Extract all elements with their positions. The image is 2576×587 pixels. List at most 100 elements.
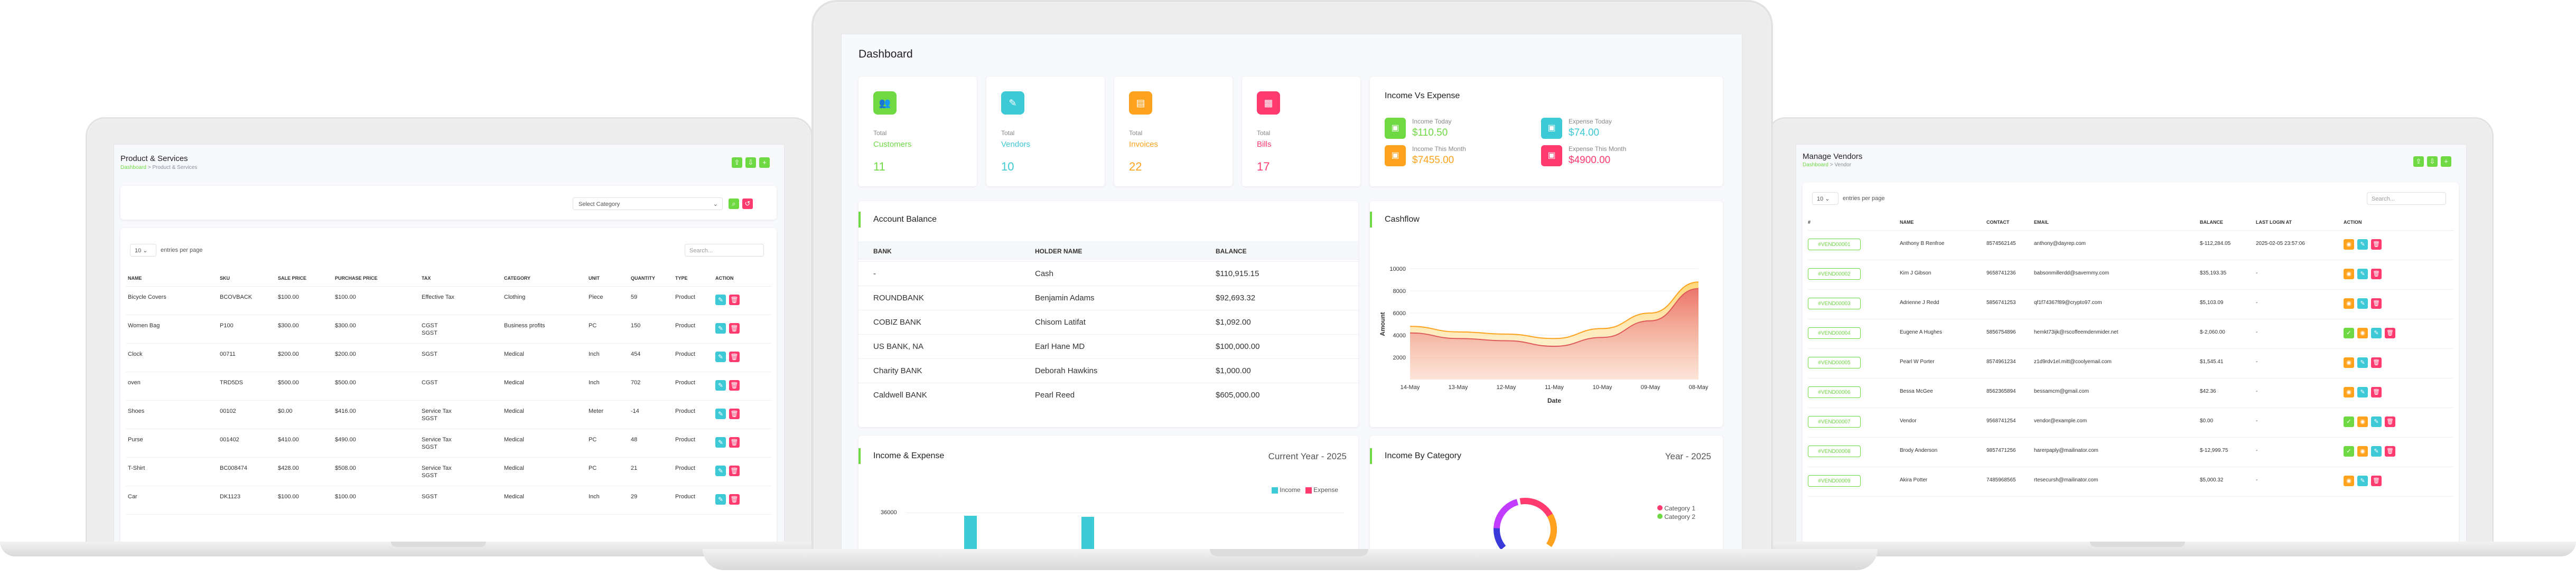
vendor-id-badge[interactable]: #VEND00005 bbox=[1808, 357, 1861, 368]
view-button[interactable]: ◉ bbox=[2344, 239, 2354, 250]
item-label: Income Today bbox=[1412, 118, 1452, 125]
vendor-id-badge[interactable]: #VEND00001 bbox=[1808, 239, 1861, 250]
delete-button[interactable]: 🗑 bbox=[2371, 239, 2382, 250]
edit-button[interactable]: ✎ bbox=[2357, 298, 2368, 309]
vendor-id-badge[interactable]: #VEND00002 bbox=[1808, 268, 1861, 280]
column-header[interactable]: CATEGORY bbox=[504, 276, 531, 281]
vendor-id-badge[interactable]: #VEND00008 bbox=[1808, 446, 1861, 457]
column-header[interactable]: SKU bbox=[220, 276, 230, 281]
table-cell: - bbox=[2256, 418, 2258, 424]
column-header[interactable]: BALANCE bbox=[2200, 220, 2223, 225]
column-header[interactable]: PURCHASE PRICE bbox=[335, 276, 378, 281]
delete-button[interactable]: 🗑 bbox=[2385, 328, 2395, 338]
vendor-id-badge[interactable]: #VEND00006 bbox=[1808, 386, 1861, 398]
table-cell: - bbox=[2256, 477, 2258, 483]
edit-button[interactable]: ✎ bbox=[715, 380, 726, 391]
add-vendor-button[interactable]: + bbox=[2441, 156, 2451, 167]
search-input[interactable]: Search... bbox=[2367, 192, 2446, 205]
view-button[interactable]: ◉ bbox=[2344, 387, 2354, 397]
delete-button[interactable]: 🗑 bbox=[2371, 269, 2382, 279]
column-header[interactable]: NAME bbox=[1900, 220, 1914, 225]
vendors-table-card: 10 ⌄ entries per page Search... # NAME CON… bbox=[1803, 183, 2459, 543]
breadcrumb-home[interactable]: Dashboard bbox=[1803, 162, 1828, 168]
edit-button[interactable]: ✎ bbox=[2357, 476, 2368, 486]
edit-button[interactable]: ✎ bbox=[715, 295, 726, 305]
edit-button[interactable]: ✎ bbox=[715, 409, 726, 419]
category-select[interactable]: Select Category ⌄ bbox=[573, 197, 723, 210]
vendor-id-badge[interactable]: #VEND00003 bbox=[1808, 298, 1861, 309]
breadcrumb-home[interactable]: Dashboard bbox=[120, 165, 146, 171]
stat-card-customers[interactable]: 👥 Total Customers 11 bbox=[858, 77, 977, 186]
legend-item[interactable]: Category 2 bbox=[1657, 513, 1695, 521]
delete-button[interactable]: 🗑 bbox=[729, 437, 740, 448]
delete-button[interactable]: 🗑 bbox=[729, 295, 740, 305]
delete-button[interactable]: 🗑 bbox=[2385, 446, 2395, 457]
delete-button[interactable]: 🗑 bbox=[2371, 387, 2382, 397]
export-button[interactable]: ⇩ bbox=[745, 157, 756, 168]
import-button[interactable]: ⇪ bbox=[732, 157, 742, 168]
edit-button[interactable]: ✎ bbox=[2371, 446, 2382, 457]
delete-button[interactable]: 🗑 bbox=[2371, 298, 2382, 309]
edit-button[interactable]: ✎ bbox=[715, 437, 726, 448]
vendor-id-badge[interactable]: #VEND00007 bbox=[1808, 416, 1861, 428]
view-button[interactable]: ◉ bbox=[2357, 446, 2368, 457]
delete-button[interactable]: 🗑 bbox=[2385, 416, 2395, 427]
edit-button[interactable]: ✎ bbox=[715, 466, 726, 476]
delete-button[interactable]: 🗑 bbox=[729, 323, 740, 334]
payment-button[interactable]: ✓ bbox=[2344, 446, 2354, 457]
view-button[interactable]: ◉ bbox=[2357, 416, 2368, 427]
column-header[interactable]: ACTION bbox=[715, 276, 734, 281]
stat-card-vendors[interactable]: ✎ Total Vendors 10 bbox=[986, 77, 1105, 186]
vendor-id-badge[interactable]: #VEND00004 bbox=[1808, 327, 1861, 339]
search-input[interactable]: Search... bbox=[685, 244, 764, 257]
column-header[interactable]: UNIT bbox=[589, 276, 600, 281]
export-button[interactable]: ⇩ bbox=[2427, 156, 2438, 167]
stat-card-bills[interactable]: ▦ Total Bills 17 bbox=[1242, 77, 1360, 186]
delete-button[interactable]: 🗑 bbox=[2371, 476, 2382, 486]
apply-filter-button[interactable]: ⌕ bbox=[729, 198, 739, 209]
legend-income-label[interactable]: Income bbox=[1280, 486, 1301, 494]
legend-expense-label[interactable]: Expense bbox=[1313, 486, 1338, 494]
vendor-id-badge[interactable]: #VEND00009 bbox=[1808, 475, 1861, 487]
column-header[interactable]: NAME bbox=[128, 276, 142, 281]
delete-button[interactable]: 🗑 bbox=[729, 409, 740, 419]
column-header[interactable]: # bbox=[1808, 220, 1811, 225]
reset-filter-button[interactable]: ↺ bbox=[742, 198, 753, 209]
column-header[interactable]: TAX bbox=[422, 276, 431, 281]
edit-button[interactable]: ✎ bbox=[2371, 416, 2382, 427]
edit-button[interactable]: ✎ bbox=[2357, 269, 2368, 279]
column-header[interactable]: LAST LOGIN AT bbox=[2256, 220, 2292, 225]
edit-button[interactable]: ✎ bbox=[2357, 357, 2368, 368]
edit-button[interactable]: ✎ bbox=[2357, 239, 2368, 250]
add-product-button[interactable]: + bbox=[759, 157, 770, 168]
column-header[interactable]: CONTACT bbox=[1986, 220, 2010, 225]
entries-select[interactable]: 10 ⌄ bbox=[130, 244, 156, 257]
column-header[interactable]: ACTION bbox=[2344, 220, 2362, 225]
view-button[interactable]: ◉ bbox=[2344, 298, 2354, 309]
view-button[interactable]: ◉ bbox=[2344, 476, 2354, 486]
column-header[interactable]: QUANTITY bbox=[631, 276, 655, 281]
import-button[interactable]: ⇪ bbox=[2413, 156, 2424, 167]
view-button[interactable]: ◉ bbox=[2344, 357, 2354, 368]
view-button[interactable]: ◉ bbox=[2357, 328, 2368, 338]
entries-select[interactable]: 10 ⌄ bbox=[1812, 192, 1838, 205]
table-cell: Service Tax SGST bbox=[422, 465, 452, 479]
delete-button[interactable]: 🗑 bbox=[729, 494, 740, 505]
delete-button[interactable]: 🗑 bbox=[729, 352, 740, 362]
legend-item[interactable]: Category 1 bbox=[1657, 504, 1695, 513]
edit-button[interactable]: ✎ bbox=[2371, 328, 2382, 338]
edit-button[interactable]: ✎ bbox=[715, 323, 726, 334]
edit-button[interactable]: ✎ bbox=[715, 352, 726, 362]
column-header[interactable]: TYPE bbox=[675, 276, 688, 281]
edit-button[interactable]: ✎ bbox=[2357, 387, 2368, 397]
delete-button[interactable]: 🗑 bbox=[729, 380, 740, 391]
column-header[interactable]: SALE PRICE bbox=[278, 276, 307, 281]
delete-button[interactable]: 🗑 bbox=[729, 466, 740, 476]
payment-button[interactable]: ✓ bbox=[2344, 416, 2354, 427]
stat-card-invoices[interactable]: ▤ Total Invoices 22 bbox=[1114, 77, 1233, 186]
view-button[interactable]: ◉ bbox=[2344, 269, 2354, 279]
delete-button[interactable]: 🗑 bbox=[2371, 357, 2382, 368]
column-header[interactable]: EMAIL bbox=[2034, 220, 2049, 225]
payment-button[interactable]: ✓ bbox=[2344, 328, 2354, 338]
edit-button[interactable]: ✎ bbox=[715, 494, 726, 505]
